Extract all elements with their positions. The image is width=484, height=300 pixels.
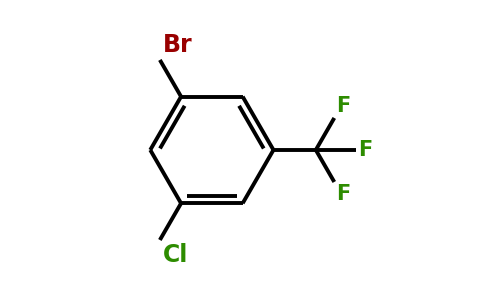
Text: F: F	[336, 184, 351, 203]
Text: F: F	[336, 96, 351, 116]
Text: F: F	[358, 140, 372, 160]
Text: Cl: Cl	[163, 243, 188, 267]
Text: Br: Br	[163, 33, 193, 57]
